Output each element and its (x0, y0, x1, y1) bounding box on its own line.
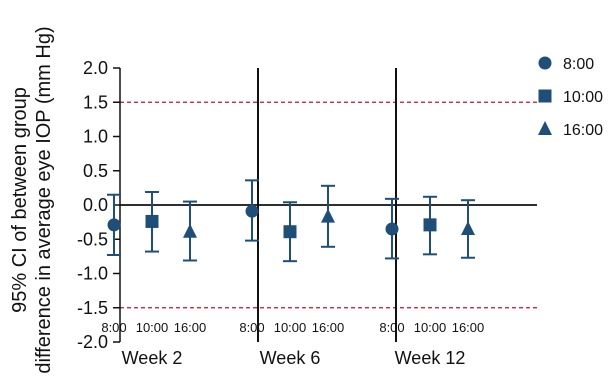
data-point (245, 179, 259, 242)
circle-marker (385, 222, 399, 236)
y-tick-label: 1.0 (83, 127, 108, 147)
legend-square-icon (538, 89, 552, 103)
square-marker (423, 218, 437, 232)
data-point (107, 193, 121, 257)
data-point (283, 201, 297, 263)
data-point (145, 190, 159, 253)
time-label: 8:00 (101, 320, 126, 335)
time-label: 16:00 (452, 320, 485, 335)
square-marker (145, 214, 159, 228)
triangle-marker (321, 208, 335, 223)
week-label: Week 6 (260, 348, 321, 368)
data-point (423, 195, 437, 256)
y-tick-label: 2.0 (83, 58, 108, 78)
y-tick-label: 0.5 (83, 161, 108, 181)
week-label: Week 12 (395, 348, 466, 368)
time-label: 16:00 (174, 320, 207, 335)
week-label: Week 2 (122, 348, 183, 368)
data-point (461, 199, 475, 259)
time-label: 10:00 (136, 320, 169, 335)
legend-label: 10:00 (563, 89, 603, 106)
y-tick-label: -0.5 (77, 229, 108, 249)
triangle-marker (183, 223, 197, 238)
data-point (183, 200, 197, 262)
square-marker (283, 225, 297, 239)
legend-item: 16:00 (538, 121, 603, 139)
circle-marker (245, 204, 259, 218)
legend-item: 8:00 (538, 56, 594, 73)
time-label: 8:00 (239, 320, 264, 335)
y-tick-label: -2.0 (77, 332, 108, 352)
time-labels: 8:00 10:00 16:00 8:00 10:00 16:00 8:00 10:00 16:… (101, 320, 484, 335)
y-axis-label-line2: difference in average eye IOP (mm Hg) (33, 26, 55, 373)
y-tick-label: -1.0 (77, 264, 108, 284)
triangle-marker (461, 220, 475, 235)
data-marks (107, 179, 475, 263)
time-label: 16:00 (312, 320, 345, 335)
circle-marker (107, 218, 121, 232)
time-label: 10:00 (274, 320, 307, 335)
y-axis-label-line1: 95% CI of between group (9, 87, 31, 313)
time-label: 10:00 (414, 320, 447, 335)
y-axis-label: 95% CI of between group difference in av… (9, 26, 55, 373)
data-point (385, 197, 399, 260)
data-point (321, 184, 335, 248)
time-label: 8:00 (379, 320, 404, 335)
y-axis: 2.0 1.5 1.0 0.5 0.0 -0.5 -1.0 -1.5 -2.0 (77, 58, 121, 352)
legend-label: 16:00 (563, 122, 603, 139)
week-labels: Week 2 Week 6 Week 12 (122, 348, 466, 368)
legend: 8:00 10:00 16:00 (538, 56, 603, 139)
legend-triangle-icon (538, 121, 552, 135)
y-tick-label: 1.5 (83, 92, 108, 112)
legend-item: 10:00 (538, 89, 603, 106)
legend-label: 8:00 (563, 56, 594, 73)
y-tick-label: 0.0 (83, 195, 108, 215)
legend-circle-icon (538, 56, 552, 70)
y-tick-label: -1.5 (77, 298, 108, 318)
